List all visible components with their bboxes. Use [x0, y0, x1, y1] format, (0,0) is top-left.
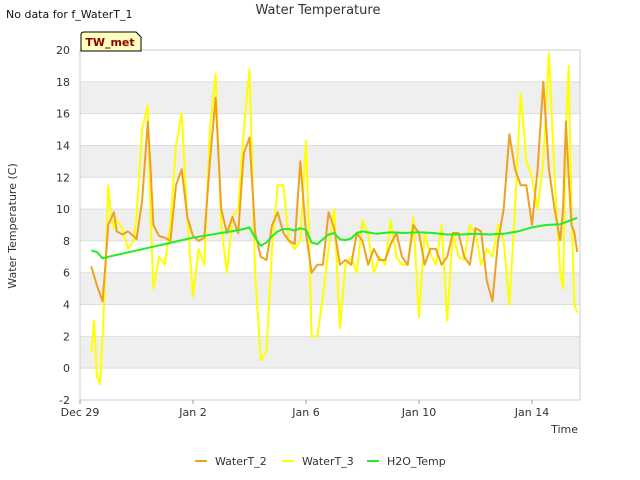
- band-0: [80, 336, 580, 369]
- x-tick-labels: Dec 29 Jan 2 Jan 6 Jan 10 Jan 14: [61, 400, 549, 419]
- series-line-h2o_temp: [91, 216, 578, 260]
- y-tick-label: 16: [56, 108, 70, 121]
- x-tick-label: Dec 29: [61, 406, 100, 419]
- y-tick-label: 0: [63, 362, 70, 375]
- station-tag: TW_met: [80, 31, 142, 52]
- band-12: [80, 145, 580, 178]
- y-tick-label: 2: [63, 330, 70, 343]
- x-tick-label: Jan 10: [401, 406, 436, 419]
- y-tick-label: 18: [56, 76, 70, 89]
- station-tag-label: TW_met: [85, 36, 134, 49]
- chart-title: Water Temperature: [256, 3, 381, 18]
- y-tick-label: 4: [63, 299, 70, 312]
- y-tick-label: 20: [56, 44, 70, 57]
- y-tick-label: 6: [63, 267, 70, 280]
- x-tick-label: Jan 6: [291, 406, 319, 419]
- y-tick-label: 12: [56, 171, 70, 184]
- y-tick-labels: -2 0 2 4 6 8 10 12 14 16 18 20: [56, 44, 70, 407]
- grid-lines: [80, 49, 580, 401]
- x-tick-label: Jan 14: [514, 406, 549, 419]
- background-bands: [80, 81, 580, 369]
- band-16: [80, 81, 580, 114]
- y-tick-label: 10: [56, 203, 70, 216]
- station-tag-box: [80, 31, 142, 52]
- legend-label: WaterT_3: [302, 455, 354, 468]
- legend: WaterT_2 WaterT_3 H2O_Temp: [195, 455, 446, 468]
- band-4: [80, 272, 580, 305]
- y-tick-label: -2: [59, 394, 70, 407]
- x-axis-label: Time: [550, 423, 578, 436]
- y-axis-label: Water Temperature (C): [6, 163, 19, 288]
- series-layer: [90, 52, 579, 386]
- y-tick-label: 8: [63, 235, 70, 248]
- no-data-note: No data for f_WaterT_1: [6, 8, 133, 21]
- series-line-watert_2: [90, 80, 562, 303]
- legend-label: WaterT_2: [215, 455, 267, 468]
- y-tick-label: 14: [56, 139, 70, 152]
- x-tick-label: Jan 2: [178, 406, 206, 419]
- series-line-watert_2: [559, 120, 579, 253]
- legend-label: H2O_Temp: [387, 455, 446, 468]
- series-line-watert_3: [90, 52, 579, 386]
- plot-area: [79, 49, 581, 401]
